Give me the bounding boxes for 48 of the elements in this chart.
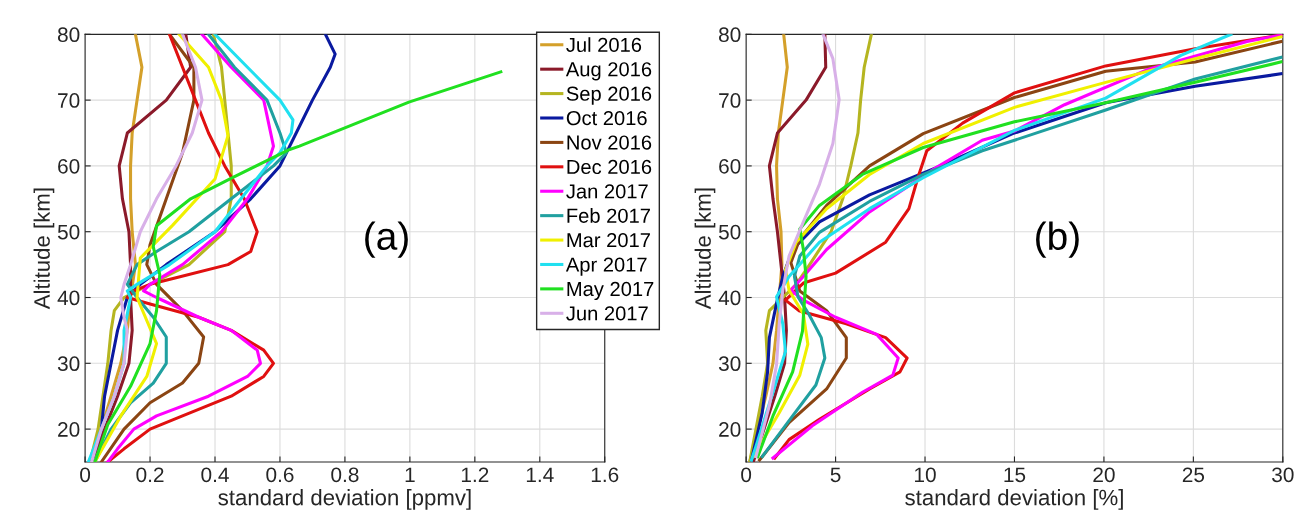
legend-label: Apr 2017 <box>565 257 647 276</box>
y-tick-label: 50 <box>718 224 741 240</box>
y-tick-label: 20 <box>719 422 741 437</box>
x-tick-label: 1.6 <box>591 467 619 483</box>
legend-label: Sep 2016 <box>566 86 652 105</box>
y-axis-title: Altitude [km] <box>694 188 716 310</box>
x-axis-title: standard deviation [ppmv] <box>218 489 471 510</box>
annotation: (b) <box>1036 221 1079 258</box>
y-tick-label: 50 <box>57 224 80 240</box>
x-tick-label: 1 <box>405 467 415 482</box>
legend-label: Jun 2017 <box>566 306 648 321</box>
x-tick-label: 10 <box>915 467 936 483</box>
y-tick-label: 40 <box>57 290 80 306</box>
legend-label: Aug 2016 <box>565 62 652 81</box>
y-axis-title: Altitude [km] <box>33 188 55 310</box>
legend-label: Oct 2016 <box>566 110 647 126</box>
x-tick-label: 15 <box>1004 467 1026 483</box>
x-tick-label: 0 <box>741 467 752 483</box>
legend-label: Feb 2017 <box>567 208 650 223</box>
legend-label: Nov 2016 <box>567 135 652 150</box>
y-tick-label: 20 <box>58 422 80 437</box>
x-tick-label: 0.6 <box>266 467 294 483</box>
y-tick-label: 70 <box>719 93 741 108</box>
x-axis-title: standard deviation [%] <box>905 489 1123 510</box>
y-tick-label: 40 <box>718 290 741 306</box>
x-tick-label: 0.2 <box>136 467 164 483</box>
legend-label: Jan 2017 <box>566 184 648 199</box>
x-tick-label: 0.8 <box>331 467 359 483</box>
x-tick-label: 20 <box>1093 467 1115 483</box>
y-tick-label: 60 <box>719 158 741 174</box>
y-tick-label: 80 <box>57 27 80 43</box>
x-tick-label: 30 <box>1272 467 1294 483</box>
y-tick-label: 70 <box>58 93 80 108</box>
x-tick-label: 1.4 <box>526 467 554 482</box>
y-tick-label: 30 <box>57 356 80 372</box>
legend-label: Mar 2017 <box>567 233 650 248</box>
x-tick-label: 25 <box>1182 467 1205 483</box>
y-tick-label: 60 <box>58 158 80 174</box>
legend-label: Dec 2016 <box>567 159 652 175</box>
x-tick-label: 0 <box>80 467 91 483</box>
x-tick-label: 0.4 <box>201 467 229 483</box>
y-tick-label: 80 <box>719 27 741 43</box>
x-tick-label: 5 <box>830 467 841 483</box>
x-tick-label: 1.2 <box>461 467 489 482</box>
y-tick-label: 30 <box>718 356 741 372</box>
annotation: (a) <box>365 221 408 258</box>
legend-label: May 2017 <box>567 281 654 301</box>
legend-label: Jul 2016 <box>566 37 642 53</box>
